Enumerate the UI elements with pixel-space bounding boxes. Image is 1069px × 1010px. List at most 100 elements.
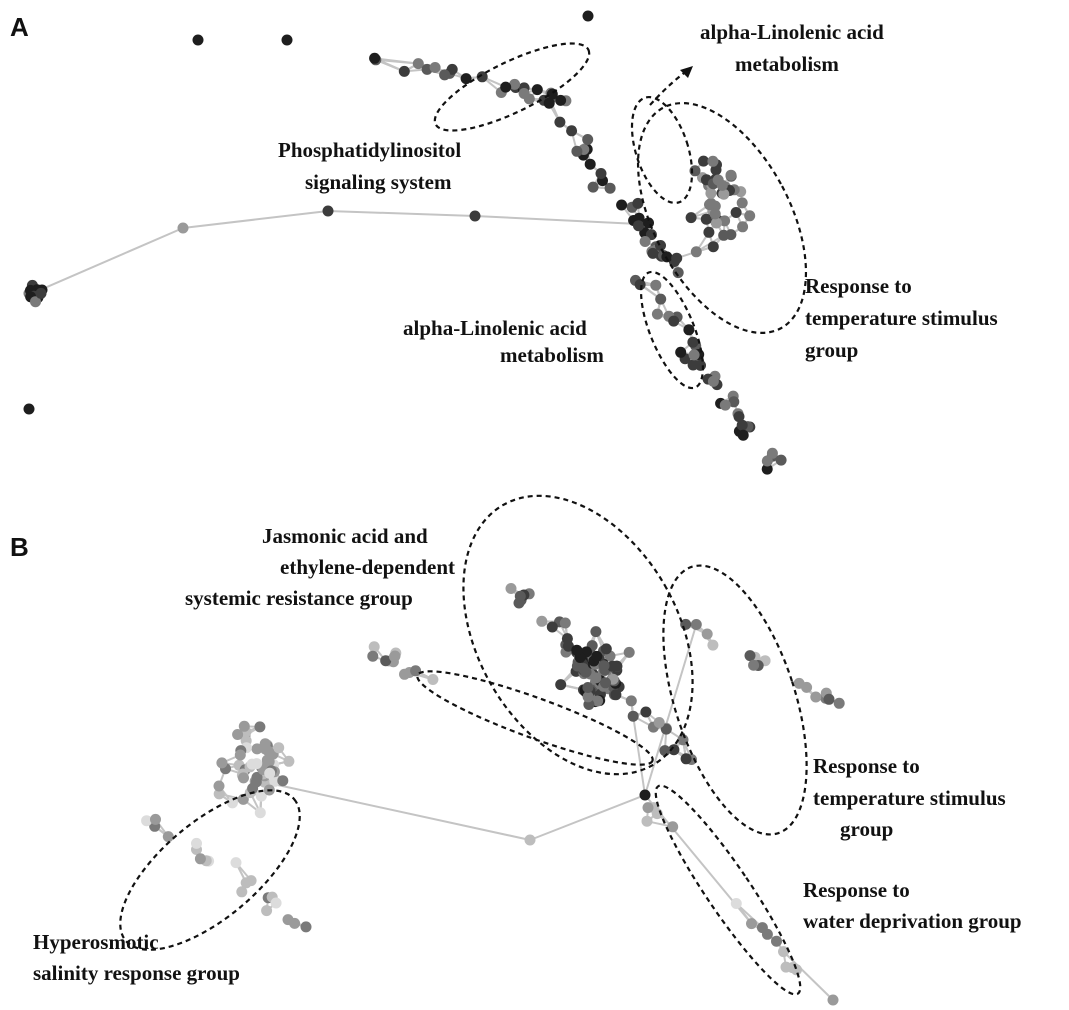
network-edge bbox=[735, 902, 764, 929]
temperature-b-outline bbox=[662, 564, 808, 836]
a-core-node bbox=[604, 182, 616, 194]
b-left-node bbox=[238, 772, 249, 784]
jasmonic-label-line2: ethylene-dependent bbox=[280, 555, 455, 579]
a-tail-node bbox=[733, 411, 745, 423]
b-water-node bbox=[746, 918, 757, 930]
b-left-node bbox=[213, 788, 225, 800]
a-tail-node bbox=[634, 279, 646, 291]
a-phospho-node bbox=[412, 58, 424, 70]
b-temperature-node bbox=[744, 650, 756, 662]
b-water-node bbox=[641, 815, 653, 827]
b-bridge-node bbox=[399, 668, 410, 680]
a-tail-node bbox=[707, 375, 719, 387]
arrowhead-icon bbox=[680, 66, 693, 78]
b-jasmonic-node bbox=[590, 626, 602, 638]
a-phospho-node bbox=[555, 94, 567, 106]
a-core-node bbox=[584, 158, 596, 170]
a-tail-node bbox=[683, 324, 695, 336]
a-core-node bbox=[571, 145, 583, 157]
b-bridge-node bbox=[367, 650, 379, 662]
a-core-node bbox=[671, 252, 683, 264]
phosphatidylinositol-label-line1: Phosphatidylinositol bbox=[278, 138, 461, 162]
temperature-a-label-line3: group bbox=[805, 338, 858, 362]
a-tail-node bbox=[775, 454, 787, 466]
b-left-node bbox=[234, 749, 246, 761]
a-tail-node bbox=[736, 419, 748, 431]
network-edge bbox=[374, 57, 419, 65]
a-tail-node bbox=[728, 396, 740, 408]
a-core-node bbox=[633, 220, 644, 232]
a-temperature-node bbox=[730, 207, 742, 218]
a-tail-node bbox=[695, 359, 706, 371]
a-core-node bbox=[639, 236, 651, 247]
a-chain-node bbox=[322, 205, 334, 217]
temperature-a-label-line2: temperature stimulus bbox=[805, 306, 998, 330]
a-tail-node bbox=[651, 308, 663, 320]
b-left-node bbox=[263, 745, 274, 757]
linolenic-top-label-line2: metabolism bbox=[735, 52, 839, 76]
a-phospho-node bbox=[439, 69, 451, 81]
linolenic-top-outline bbox=[630, 95, 694, 205]
b-jasmonic-node bbox=[577, 663, 589, 674]
a-core-node bbox=[566, 125, 578, 137]
hyperosmotic-outline bbox=[119, 789, 301, 951]
b-temperature-node bbox=[690, 619, 702, 630]
hyperosmotic-label-line1: Hyperosmotic bbox=[33, 930, 159, 954]
b-water-node bbox=[778, 946, 789, 958]
b-hyperosmotic-node bbox=[230, 857, 242, 869]
b-hyperosmotic-node bbox=[300, 921, 312, 933]
b-hyperosmotic-node bbox=[162, 831, 174, 843]
a-temperature-node bbox=[736, 197, 748, 209]
b-core-node bbox=[505, 583, 517, 594]
b-temperature-node bbox=[707, 639, 719, 651]
b-hyperosmotic-node bbox=[141, 815, 153, 827]
b-jasmonic-node bbox=[590, 672, 602, 684]
a-temperature-node bbox=[690, 246, 702, 258]
temperature-b-label-line2: temperature stimulus bbox=[813, 786, 1006, 810]
b-left-node bbox=[226, 797, 238, 809]
network-edges bbox=[28, 57, 840, 1001]
network-edge bbox=[182, 210, 329, 229]
b-left-node bbox=[251, 758, 263, 770]
b-left-node bbox=[273, 742, 285, 754]
a-core-node bbox=[616, 199, 628, 211]
b-core-node bbox=[546, 621, 558, 633]
a-core-node bbox=[647, 247, 659, 259]
b-jasmonic-node bbox=[582, 691, 594, 703]
b-hyperosmotic-node bbox=[236, 886, 248, 898]
b-jasmonic-node bbox=[582, 682, 594, 693]
a-core-node bbox=[523, 93, 535, 105]
water-outline bbox=[654, 784, 802, 996]
b-core-node bbox=[668, 744, 680, 756]
a-tail-node bbox=[675, 346, 687, 358]
a-temperature-node bbox=[698, 155, 709, 167]
b-left-node bbox=[238, 720, 250, 732]
a-tail-node bbox=[719, 399, 731, 411]
a-phospho-node bbox=[500, 81, 512, 93]
b-hyperosmotic-node bbox=[270, 897, 282, 909]
b-jasmonic-node bbox=[555, 679, 567, 691]
b-left-node bbox=[269, 775, 281, 787]
b-temperature-node bbox=[823, 693, 835, 705]
a-temperature-node bbox=[725, 169, 737, 181]
b-chain-node bbox=[827, 994, 839, 1006]
b-temperature-node bbox=[833, 697, 845, 709]
b-hub-node bbox=[639, 789, 651, 801]
b-water-node bbox=[667, 821, 679, 833]
network-edge bbox=[327, 210, 476, 217]
network-edge bbox=[644, 624, 698, 796]
network-edge bbox=[29, 227, 184, 296]
a-temperature-node bbox=[744, 210, 756, 222]
a-isolated-node bbox=[582, 10, 594, 22]
a-small-cluster-node bbox=[35, 287, 47, 299]
b-left-node bbox=[251, 743, 263, 755]
temperature-b-label-line1: Response to bbox=[813, 754, 920, 778]
b-core-node bbox=[653, 717, 665, 728]
a-temperature-node bbox=[707, 155, 719, 167]
b-water-node bbox=[730, 898, 742, 909]
b-left-node bbox=[216, 757, 228, 769]
a-temperature-node bbox=[705, 197, 717, 209]
a-phospho-node bbox=[429, 62, 441, 73]
b-core-node bbox=[561, 633, 573, 645]
